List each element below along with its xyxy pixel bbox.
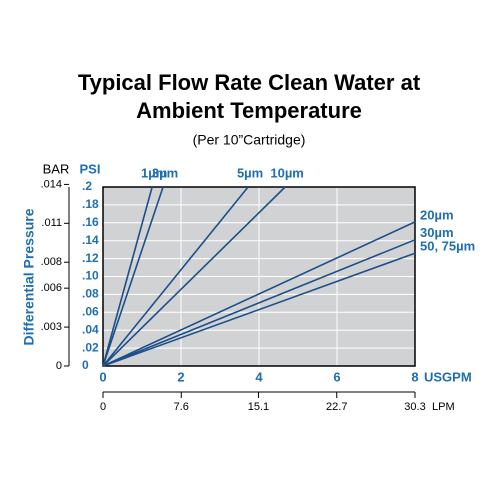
series-line bbox=[102, 239, 416, 367]
y-tick-label: .12 bbox=[82, 251, 99, 265]
series-label: 10µm bbox=[270, 165, 304, 180]
y-tick-label: .10 bbox=[82, 269, 99, 283]
y-tick-label: .06 bbox=[82, 304, 99, 318]
series-label: 3µm bbox=[152, 165, 178, 180]
y-axis-title: Differential Pressure bbox=[21, 208, 37, 345]
x2-tick-label: 15.1 bbox=[248, 401, 269, 413]
series-line bbox=[102, 221, 416, 367]
series-label: 20µm bbox=[420, 207, 454, 222]
series-line bbox=[102, 186, 153, 367]
series-label: 5µm bbox=[237, 165, 263, 180]
y-tick-label: .04 bbox=[82, 322, 99, 336]
series-line bbox=[102, 252, 416, 367]
chart-title: Typical Flow Rate Clean Water at bbox=[78, 70, 421, 95]
chart-title: Ambient Temperature bbox=[136, 98, 362, 123]
y-tick-label: .2 bbox=[82, 179, 92, 193]
x2-tick-label: 22.7 bbox=[326, 401, 347, 413]
series-label: 1µm bbox=[141, 165, 167, 180]
series-label: 50, 75µm bbox=[420, 239, 475, 254]
y2-tick-label: .011 bbox=[41, 217, 62, 229]
series-line bbox=[102, 186, 286, 367]
y2-tick-label: .014 bbox=[41, 178, 62, 190]
x2-tick-label: 30.3 bbox=[404, 401, 425, 413]
y-tick-label: .16 bbox=[82, 215, 99, 229]
y-tick-label: .14 bbox=[82, 233, 99, 247]
y-tick-label: .08 bbox=[82, 287, 99, 301]
y-tick-label: .02 bbox=[82, 340, 99, 354]
chart-subtitle: (Per 10”Cartridge) bbox=[193, 132, 306, 148]
x-tick-label: 4 bbox=[255, 369, 263, 384]
y-tick-label: 0 bbox=[82, 358, 89, 372]
x-tick-label: 2 bbox=[177, 369, 184, 384]
y-tick-label: .18 bbox=[82, 197, 99, 211]
x-tick-label: 8 bbox=[411, 369, 418, 384]
x-tick-label: 0 bbox=[99, 369, 106, 384]
series-line bbox=[102, 186, 249, 367]
y2-tick-label: 0 bbox=[56, 360, 62, 372]
x2-tick-label: 7.6 bbox=[174, 401, 189, 413]
y2-tick-label: .006 bbox=[41, 282, 62, 294]
x2-tick-label: 0 bbox=[100, 401, 106, 413]
y2-tick-label: .008 bbox=[41, 256, 62, 268]
plot-border bbox=[102, 186, 416, 367]
y2-unit: BAR bbox=[43, 161, 70, 176]
series-line bbox=[102, 186, 164, 367]
x2-unit: LPM bbox=[432, 401, 455, 413]
x-tick-label: 6 bbox=[333, 369, 340, 384]
series-label: 30µm bbox=[420, 225, 454, 240]
y-unit: PSI bbox=[80, 161, 101, 176]
x-unit: USGPM bbox=[424, 369, 472, 384]
y2-tick-label: .003 bbox=[41, 321, 62, 333]
